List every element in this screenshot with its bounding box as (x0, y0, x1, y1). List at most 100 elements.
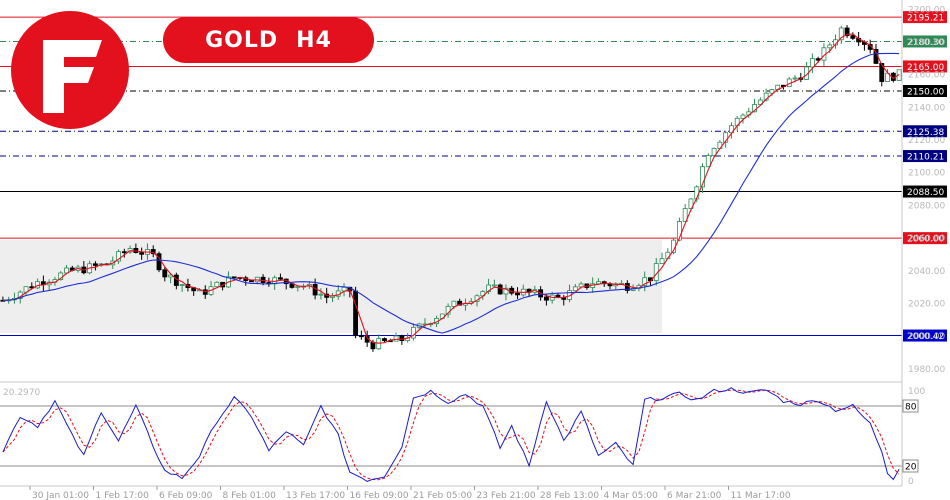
candle-body (497, 284, 503, 295)
x-tick-label: 1 Feb 17:00 (96, 491, 150, 500)
candle-body (705, 155, 711, 168)
candle-body (457, 300, 463, 306)
price-level-tag (903, 35, 947, 48)
y-tick-label: 2120.00 (908, 136, 945, 146)
candle-body (827, 44, 833, 49)
candle-body (341, 286, 347, 292)
x-tick-label: 16 Feb 09:00 (350, 491, 409, 500)
candle-body (162, 269, 168, 278)
y-tick-label: 1980.00 (908, 365, 945, 375)
candle-body (572, 286, 578, 292)
candle-body (318, 293, 324, 296)
stochastic-signal-line (2, 389, 900, 481)
candle-body (850, 35, 856, 39)
fast-moving-average-line (2, 33, 900, 344)
candle-body (214, 281, 220, 288)
candle-body (515, 292, 520, 296)
stochastic-main-line (2, 387, 900, 482)
price-level-label: 2000.42 (907, 332, 944, 342)
candle-body (700, 166, 705, 188)
stochastic-tick-label: 0 (908, 477, 914, 487)
candle-body (278, 277, 283, 280)
candle-body (642, 277, 648, 286)
price-level-label: 2088.50 (907, 188, 944, 198)
y-tick-label: 2140.00 (908, 103, 945, 113)
candle-body (879, 63, 885, 82)
price-level-tag (903, 60, 947, 73)
candle-body (682, 208, 688, 222)
price-level-tag (903, 85, 947, 98)
candle-body (150, 249, 156, 255)
consolidation-zone (0, 239, 663, 333)
y-tick-label: 2020.00 (908, 300, 945, 310)
x-tick-label: 30 Jan 01:00 (32, 491, 89, 500)
price-level-label: 2125.38 (907, 128, 944, 138)
brand-logo-icon (10, 10, 130, 130)
y-tick-label: 2160.00 (908, 71, 945, 81)
candle-body (769, 89, 775, 94)
candle-body (543, 296, 549, 301)
price-level-label: 2195.21 (907, 14, 944, 24)
stochastic-level-label: 80 (905, 403, 917, 413)
candle-body (486, 284, 492, 293)
price-level-label: 2110.21 (907, 153, 944, 163)
stochastic-header-value: 20.2970 (3, 388, 40, 398)
y-tick-label: 2100.00 (908, 169, 945, 179)
price-level-label: 2165.00 (907, 63, 944, 73)
x-tick-label: 6 Feb 09:00 (159, 491, 213, 500)
x-tick-label: 8 Feb 01:00 (223, 491, 277, 500)
candle-body (757, 99, 763, 105)
main-price-panel (0, 16, 902, 352)
candle-body (121, 251, 127, 254)
x-tick-label: 23 Feb 21:00 (477, 491, 536, 500)
candle-body (393, 335, 399, 342)
candle-body (838, 27, 844, 41)
symbol-label: GOLD (205, 27, 279, 53)
candle-body (116, 251, 121, 262)
x-tick-label: 21 Feb 05:00 (413, 491, 472, 500)
candle-body (295, 285, 301, 288)
stochastic-tick-label: 100 (908, 387, 925, 397)
price-level-tag (903, 11, 947, 24)
candle-body (399, 335, 405, 341)
candle-body (809, 58, 815, 68)
candle-body (382, 338, 387, 342)
price-level-tag (903, 329, 947, 342)
candle-body (231, 276, 237, 279)
x-tick-label: 11 Mar 17:00 (731, 491, 791, 500)
stochastic-level-tag (902, 399, 919, 413)
candle-body (353, 290, 359, 337)
price-level-tag (903, 185, 947, 198)
candle-body (723, 132, 729, 143)
price-level-tag (903, 150, 947, 163)
candle-body (792, 77, 798, 80)
candle-body (491, 284, 497, 287)
y-tick-label: 2040.00 (908, 267, 945, 277)
slow-moving-average-line (2, 52, 900, 334)
symbol-title-badge: GOLD H4 (163, 17, 374, 63)
candle-body (711, 148, 717, 156)
stochastic-panel: 20.2970 (0, 387, 902, 482)
candle-body (358, 335, 364, 338)
stochastic-level-tag (902, 459, 919, 473)
candle-body (179, 284, 185, 286)
candle-body (763, 92, 769, 101)
timeframe-label: H4 (296, 27, 332, 53)
stochastic-level-label: 20 (905, 463, 917, 473)
price-level-label: 2060.00 (907, 235, 944, 245)
x-tick-label: 4 Mar 05:00 (604, 491, 659, 500)
x-tick-label: 28 Feb 13:00 (540, 491, 599, 500)
price-level-label: 2180.30 (907, 38, 944, 48)
f-brand-logo-icon (11, 11, 129, 129)
candle-body (740, 114, 746, 119)
candle-body (249, 280, 254, 283)
y-tick-label: 2060.00 (908, 234, 945, 244)
price-level-label: 2150.00 (907, 88, 944, 98)
candle-body (844, 27, 850, 37)
candle-body (139, 252, 145, 255)
y-tick-label: 2000.00 (908, 332, 945, 342)
x-tick-label: 6 Mar 21:00 (667, 491, 722, 500)
price-level-tag (903, 232, 947, 245)
